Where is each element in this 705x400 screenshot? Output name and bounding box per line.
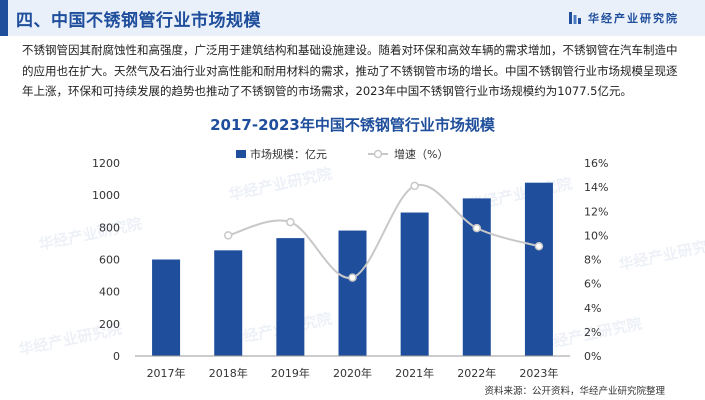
bar-5: [400, 212, 429, 356]
legend-line-label: 增速（%）: [394, 147, 448, 161]
section-header: 四、中国不锈钢管行业市场规模 华经产业研究院: [0, 0, 705, 36]
growth-point-1: [223, 231, 233, 240]
y-left-tick-label: 200: [99, 318, 120, 331]
y-left-tick-label: 800: [99, 221, 120, 234]
y-right-tick-label: 12%: [584, 205, 608, 218]
growth-point-4: [410, 181, 419, 191]
bar-7: [524, 182, 553, 356]
brand-name: 华经产业研究院: [588, 12, 679, 25]
x-tick-label: 2023年: [519, 366, 558, 380]
x-tick-label: 2020年: [333, 366, 372, 380]
x-tick-label: 2022年: [457, 366, 496, 380]
y-right-tick-label: 14%: [584, 181, 608, 194]
growth-point-6: [534, 241, 544, 251]
brand-logo-icon: [569, 12, 581, 24]
growth-point-2: [286, 217, 295, 227]
x-tick-label: 2017年: [147, 366, 186, 380]
brand: 华经产业研究院: [568, 10, 679, 26]
description-paragraph: 不锈钢管因其耐腐蚀性和高强度，广泛用于建筑结构和基础设施建设。随着对环保和高效车…: [22, 43, 678, 98]
y-right-tick-label: 0%: [584, 350, 601, 363]
legend-line-marker: [373, 149, 383, 159]
y-right-tick-label: 8%: [584, 254, 601, 267]
source-note: 资料来源：公开资料，华经产业研究院整理: [484, 386, 665, 397]
watermark-text: 华经产业研究院: [227, 164, 333, 203]
y-right-tick-label: 6%: [584, 278, 601, 291]
watermark-text: 华经产业研究院: [37, 214, 143, 253]
y-left-tick-label: 1000: [92, 189, 120, 202]
y-right-tick-label: 2%: [584, 326, 601, 339]
x-tick-label: 2021年: [395, 366, 434, 380]
growth-point-3: [348, 273, 357, 282]
y-right-tick-label: 16%: [584, 157, 608, 170]
legend-bar-swatch: [236, 150, 246, 158]
watermark-text: 华经产业研究院: [617, 234, 705, 273]
bar-3: [276, 238, 305, 356]
y-left-tick-label: 1200: [92, 157, 120, 170]
x-tick-label: 2019年: [271, 366, 310, 380]
y-left-tick-label: 0: [113, 350, 120, 363]
growth-point-5: [472, 223, 482, 233]
bar-1: [152, 259, 181, 356]
y-right-tick-label: 10%: [584, 229, 608, 242]
x-tick-label: 2018年: [209, 366, 248, 380]
chart-title: 2017-2023年中国不锈钢管行业市场规模: [210, 116, 495, 134]
bar-2: [214, 250, 243, 356]
bar-4: [338, 230, 367, 356]
y-left-tick-label: 400: [99, 286, 120, 299]
header-accent-bar: [0, 0, 8, 36]
y-left-tick-label: 600: [99, 254, 120, 267]
y-right-tick-label: 4%: [584, 302, 601, 315]
legend-bar-label: 市场规模：亿元: [250, 147, 327, 161]
section-title: 四、中国不锈钢管行业市场规模: [16, 11, 261, 31]
